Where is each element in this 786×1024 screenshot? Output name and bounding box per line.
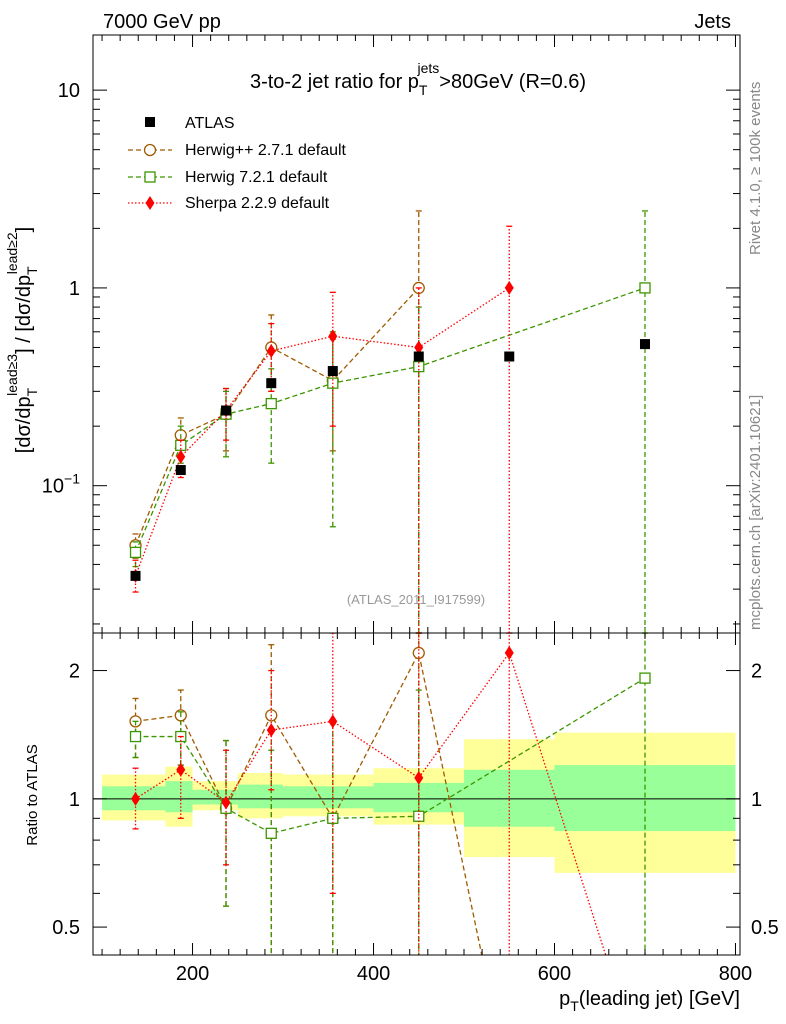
xlabel: pT(leading jet) [GeV] — [559, 988, 740, 1014]
ratio-plot-frame — [92, 632, 741, 956]
ratio-y-tick-label-right: 2 — [751, 661, 762, 683]
ratio-y-tick-label-right: 1 — [751, 789, 762, 811]
plot-title: 3-to-2 jet ratio for pTjets>80GeV (R=0.6… — [250, 60, 586, 98]
legend-herwig7-label: Herwig 7.2.1 default — [185, 169, 328, 186]
main-sherpa-point — [266, 343, 276, 358]
ratio-sherpa-line — [135, 651, 607, 955]
main-y-tick-label: 10 — [58, 80, 80, 102]
main-herwigpp-line — [134, 287, 420, 546]
main-atlas-point — [413, 351, 424, 362]
ylabel-sub1: T — [24, 387, 40, 396]
ratio-sherpa-point — [504, 645, 514, 660]
main-herwig7-point — [265, 397, 277, 410]
ratio-band-inner — [165, 781, 193, 813]
ratio-sherpa-point — [131, 791, 141, 806]
main-sherpa-point — [328, 329, 338, 344]
title-post: >80GeV (R=0.6) — [439, 71, 586, 93]
legend-sherpa-marker — [145, 196, 155, 210]
main-atlas-point — [327, 366, 338, 377]
ratio-ylabel: Ratio to ATLAS — [24, 744, 41, 845]
legend-herwig7-marker — [144, 171, 156, 183]
xlabel-sub: T — [570, 998, 579, 1014]
category-label: Jets — [694, 11, 731, 33]
ratio-band-inner — [283, 786, 374, 809]
mcplots-info: mcplots.cern.ch [arXiv:2401.10621] — [747, 395, 764, 630]
legend: ATLAS Herwig++ 2.7.1 default Herwig 7.2.… — [128, 115, 347, 212]
main-sherpa-point — [504, 280, 514, 295]
rivet-info: Rivet 4.1.0, ≥ 100k events — [747, 82, 764, 255]
x-tick-label: 600 — [538, 963, 571, 985]
main-ylabel: [dσ/dpTlead≥3] / [dσ/dpTlead≥2] — [4, 227, 40, 453]
legend-atlas-marker — [145, 117, 155, 127]
main-sherpa-point — [176, 449, 186, 464]
ratio-band-inner — [237, 784, 284, 809]
main-y-tick-label: 10−1 — [42, 471, 80, 498]
legend-herwigpp-marker — [143, 143, 157, 157]
ylabel-a: [dσ/dp — [13, 396, 35, 453]
main-sherpa-point — [414, 340, 424, 355]
ratio-sherpa-point — [221, 795, 231, 810]
ratio-herwig7-point — [413, 810, 425, 822]
main-atlas-point — [504, 351, 515, 362]
ratio-y-tick-label-right: 0.5 — [751, 917, 779, 939]
main-atlas-point — [221, 405, 232, 416]
main-atlas-point — [130, 570, 141, 581]
ratio-herwig7-point — [639, 672, 651, 684]
main-atlas-point — [639, 339, 650, 350]
ratio-herwig7-point — [327, 812, 339, 824]
main-plot-panel: (ATLAS_2011_I917599) 3-to-2 jet ratio fo… — [4, 34, 741, 634]
ratio-y-tick-label: 1 — [69, 789, 80, 811]
ylabel-c: ] — [13, 227, 35, 233]
title-sup: jets — [416, 60, 439, 76]
ratio-sherpa-point — [266, 723, 276, 738]
ratio-y-tick-label: 0.5 — [52, 917, 80, 939]
ratio-plot-panel: 0.5 0.5 1 1 2 2 200 400 600 800 Ratio to ATLAS p… — [24, 632, 779, 1014]
ratio-sherpa-point — [328, 714, 338, 729]
watermark: (ATLAS_2011_I917599) — [347, 592, 485, 607]
main-atlas-point — [175, 465, 186, 476]
ylabel-sup2: lead≥2 — [4, 232, 20, 274]
ratio-herwig7-point — [129, 730, 142, 743]
main-plot-frame — [92, 34, 741, 634]
main-y-tick-label: 1 — [69, 278, 80, 300]
legend-sherpa-label: Sherpa 2.2.9 default — [185, 195, 330, 212]
ylabel-b: ] / [dσ/dp — [13, 275, 35, 354]
beam-label: 7000 GeV pp — [103, 11, 221, 33]
xlabel-b: (leading jet) [GeV] — [579, 988, 740, 1010]
main-herwig7-point — [129, 546, 142, 559]
main-herwig7-point — [639, 282, 651, 294]
ratio-y-tick-label: 2 — [69, 661, 80, 683]
x-tick-label: 400 — [357, 963, 390, 985]
legend-atlas-label: ATLAS — [185, 115, 235, 132]
x-tick-label: 200 — [176, 963, 209, 985]
legend-herwigpp-label: Herwig++ 2.7.1 default — [185, 142, 347, 159]
ylabel-sup1: lead≥3 — [4, 354, 20, 396]
ratio-sherpa-point — [176, 762, 186, 777]
xlabel-a: p — [559, 988, 570, 1010]
x-tick-label: 800 — [719, 963, 752, 985]
main-atlas-point — [266, 378, 277, 389]
ratio-sherpa-point — [414, 770, 424, 785]
title-sub: T — [419, 82, 428, 98]
ratio-herwig7-point — [265, 827, 277, 839]
title-pre: 3-to-2 jet ratio for p — [250, 71, 419, 93]
ylabel-sub2: T — [24, 266, 40, 275]
